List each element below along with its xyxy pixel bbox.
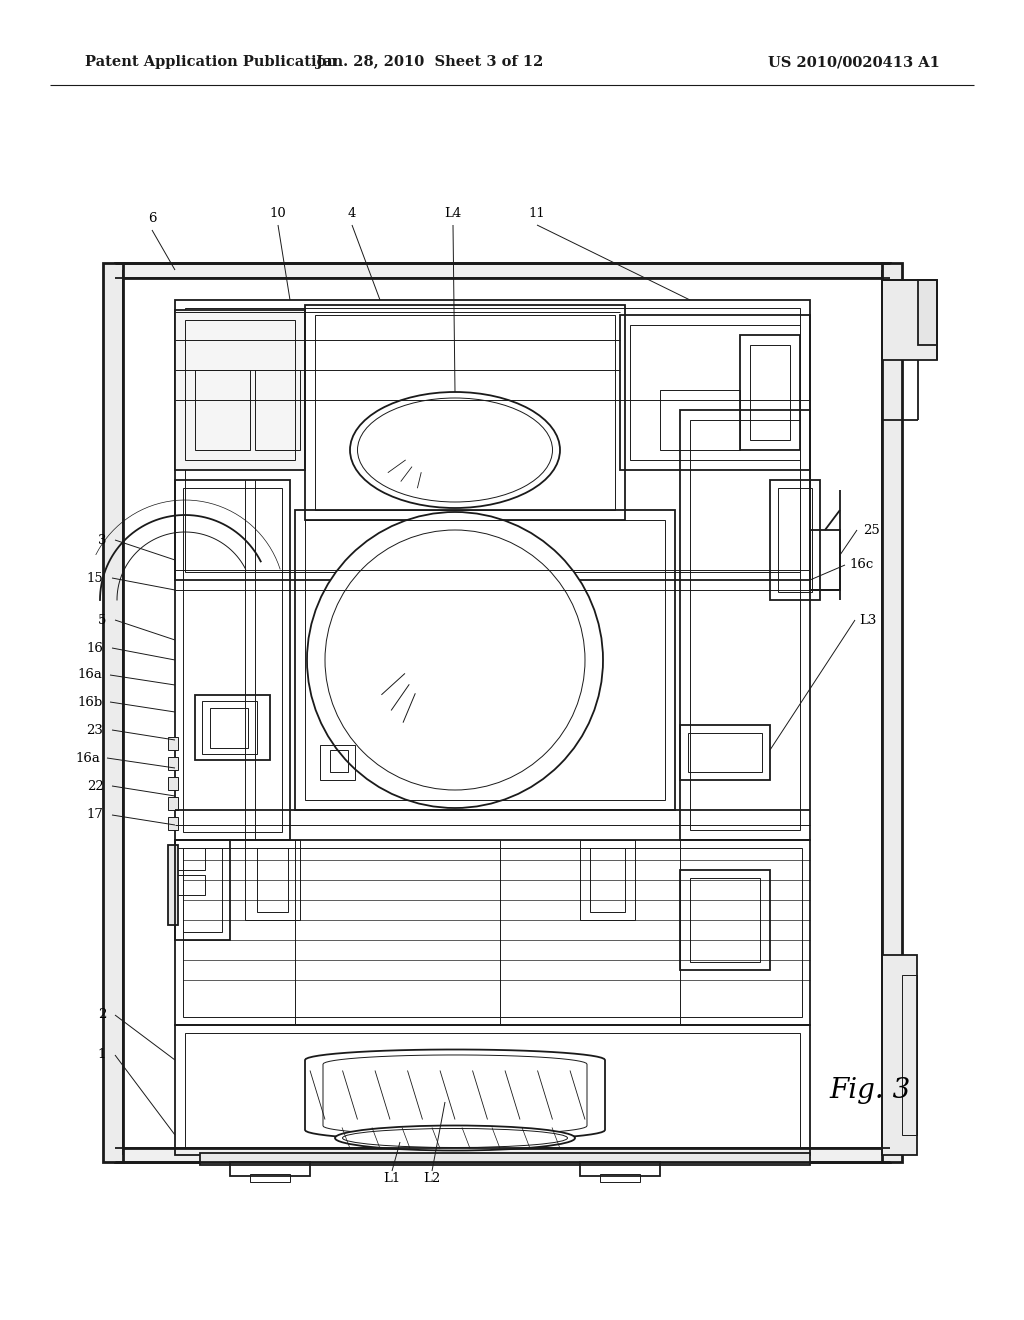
Bar [680, 411, 810, 840]
Bar [175, 847, 205, 870]
Bar [250, 1173, 290, 1181]
Bar [183, 847, 802, 1016]
Text: 16: 16 [87, 642, 103, 655]
Text: 15: 15 [87, 572, 103, 585]
Text: Patent Application Publication: Patent Application Publication [85, 55, 337, 69]
Bar [580, 840, 635, 920]
Bar [175, 300, 810, 579]
Text: 22: 22 [87, 780, 103, 792]
Bar [183, 847, 222, 932]
Text: 16b: 16b [78, 696, 102, 709]
Text: US 2010/0020413 A1: US 2010/0020413 A1 [768, 55, 940, 69]
Bar [295, 510, 675, 810]
Bar [882, 954, 918, 1155]
Bar [688, 733, 762, 772]
Bar [185, 308, 800, 572]
Bar [620, 315, 810, 470]
Bar [580, 1162, 660, 1176]
Text: 10: 10 [269, 207, 287, 220]
Bar [319, 744, 355, 780]
Bar [315, 315, 615, 510]
Text: 16c: 16c [850, 558, 874, 572]
Text: L1: L1 [383, 1172, 400, 1184]
Bar [770, 480, 820, 601]
Text: 16a: 16a [76, 751, 100, 764]
Bar [115, 263, 890, 279]
Bar [680, 725, 770, 780]
Bar [168, 817, 178, 830]
Bar [918, 280, 937, 345]
Ellipse shape [357, 399, 553, 502]
Text: 1: 1 [98, 1048, 106, 1061]
Bar [103, 263, 123, 1162]
Text: 25: 25 [863, 524, 881, 536]
Bar [680, 870, 770, 970]
Text: 5: 5 [98, 614, 106, 627]
Bar [168, 756, 178, 770]
Ellipse shape [350, 392, 560, 508]
Bar [183, 488, 282, 832]
Bar [175, 840, 230, 940]
Text: 23: 23 [87, 723, 103, 737]
Text: Fig. 3: Fig. 3 [829, 1077, 910, 1104]
Text: L3: L3 [859, 614, 877, 627]
Text: L4: L4 [444, 207, 462, 220]
Text: 2: 2 [98, 1008, 106, 1022]
Ellipse shape [335, 1126, 575, 1151]
Circle shape [307, 512, 603, 808]
Bar [202, 701, 257, 754]
Bar [168, 797, 178, 810]
Bar [690, 420, 800, 830]
Text: L2: L2 [423, 1172, 440, 1184]
Bar [185, 319, 295, 459]
Text: 16a: 16a [78, 668, 102, 681]
Bar [185, 1034, 800, 1147]
Bar [630, 325, 800, 459]
Polygon shape [305, 1049, 605, 1140]
Bar [690, 878, 760, 962]
Bar [175, 875, 205, 895]
Bar [115, 1148, 890, 1162]
Text: 11: 11 [528, 207, 546, 220]
Text: 3: 3 [97, 533, 106, 546]
Bar [810, 531, 840, 590]
Bar [168, 777, 178, 789]
Bar [590, 847, 625, 912]
Bar [210, 708, 248, 748]
Text: Jan. 28, 2010  Sheet 3 of 12: Jan. 28, 2010 Sheet 3 of 12 [316, 55, 544, 69]
Bar [175, 480, 290, 840]
Bar [305, 305, 625, 520]
Bar [168, 737, 178, 750]
Bar [175, 310, 305, 470]
Bar [660, 389, 740, 450]
Bar [255, 370, 300, 450]
Text: 4: 4 [348, 207, 356, 220]
Polygon shape [323, 1055, 587, 1135]
Bar [330, 750, 348, 772]
Bar [902, 975, 918, 1135]
Bar [305, 520, 665, 800]
Bar [600, 1173, 640, 1181]
Bar [750, 345, 790, 440]
Bar [257, 847, 288, 912]
Bar [230, 1162, 310, 1176]
Text: 17: 17 [87, 808, 103, 821]
Bar [175, 840, 810, 1026]
Bar [175, 1026, 810, 1155]
Bar [200, 1152, 810, 1166]
Bar [882, 263, 902, 1162]
Circle shape [325, 531, 585, 789]
Bar [195, 370, 250, 450]
Text: 6: 6 [147, 213, 157, 224]
Bar [740, 335, 800, 450]
Bar [778, 488, 812, 591]
Bar [168, 845, 178, 925]
Bar [195, 696, 270, 760]
Bar [882, 280, 937, 360]
Ellipse shape [342, 1129, 567, 1147]
Bar [245, 840, 300, 920]
